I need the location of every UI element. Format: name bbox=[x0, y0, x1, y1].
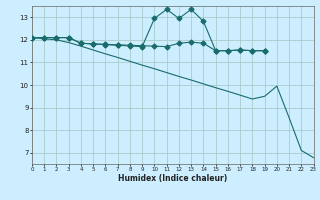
X-axis label: Humidex (Indice chaleur): Humidex (Indice chaleur) bbox=[118, 174, 228, 183]
